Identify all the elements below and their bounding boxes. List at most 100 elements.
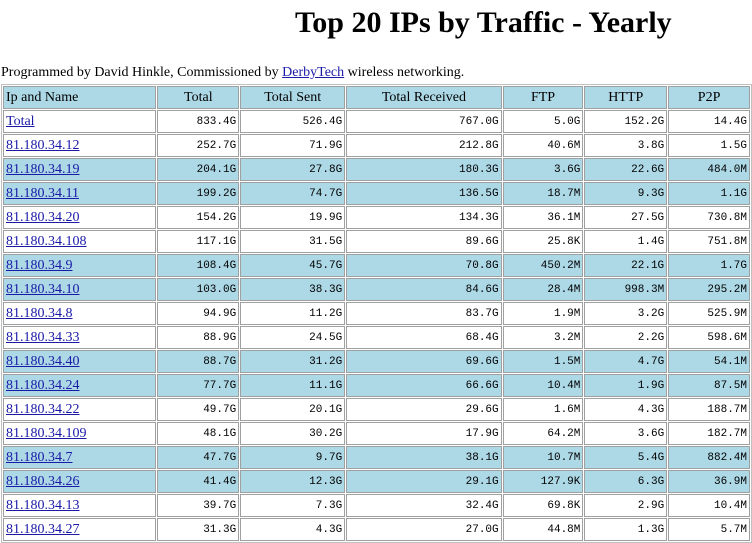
- p2p-cell: 598.6M: [668, 326, 750, 349]
- total-cell: 117.1G: [157, 230, 240, 253]
- received-cell: 180.3G: [346, 158, 502, 181]
- total-cell: 88.9G: [157, 326, 240, 349]
- total-cell: 252.7G: [157, 134, 240, 157]
- table-row: 81.180.34.33 88.9G 24.5G 68.4G 3.2M 2.2G 598.6…: [3, 326, 750, 349]
- derbytech-link[interactable]: DerbyTech: [282, 65, 345, 80]
- p2p-cell: 882.4M: [668, 446, 750, 469]
- ip-link[interactable]: 81.180.34.8: [6, 305, 73, 321]
- ftp-cell: 10.4M: [502, 374, 584, 397]
- received-cell: 136.5G: [346, 182, 502, 205]
- received-cell: 767.0G: [346, 110, 502, 133]
- ip-link[interactable]: 81.180.34.24: [6, 377, 80, 393]
- http-cell: 6.3G: [584, 470, 668, 493]
- ip-link[interactable]: 81.180.34.7: [6, 449, 73, 465]
- ip-link[interactable]: 81.180.34.109: [6, 425, 87, 441]
- ip-link[interactable]: 81.180.34.13: [6, 497, 80, 513]
- ip-link[interactable]: Total: [6, 113, 35, 129]
- ip-name-cell: 81.180.34.108: [3, 230, 157, 253]
- ip-name-cell: 81.180.34.9: [3, 254, 157, 277]
- http-cell: 998.3M: [584, 278, 668, 301]
- http-cell: 4.3G: [584, 398, 668, 421]
- http-cell: 22.1G: [584, 254, 668, 277]
- ftp-cell: 1.5M: [502, 350, 584, 373]
- sent-cell: 11.1G: [240, 374, 346, 397]
- ip-name-cell: 81.180.34.7: [3, 446, 157, 469]
- ftp-cell: 28.4M: [502, 278, 584, 301]
- table-header-row: Ip and Name Total Total Sent Total Recei…: [3, 86, 750, 109]
- received-cell: 89.6G: [346, 230, 502, 253]
- ip-name-cell: 81.180.34.13: [3, 494, 157, 517]
- table-row: 81.180.34.10 103.0G 38.3G 84.6G 28.4M 998.3M 2…: [3, 278, 750, 301]
- ftp-cell: 3.6G: [502, 158, 584, 181]
- total-cell: 103.0G: [157, 278, 240, 301]
- ip-link[interactable]: 81.180.34.108: [6, 233, 87, 249]
- sent-cell: 7.3G: [240, 494, 346, 517]
- received-cell: 29.1G: [346, 470, 502, 493]
- p2p-cell: 730.8M: [668, 206, 750, 229]
- table-row: 81.180.34.26 41.4G 12.3G 29.1G 127.9K 6.3G 36.…: [3, 470, 750, 493]
- http-cell: 2.2G: [584, 326, 668, 349]
- http-cell: 152.2G: [584, 110, 668, 133]
- table-row: 81.180.34.22 49.7G 20.1G 29.6G 1.6M 4.3G 188.7…: [3, 398, 750, 421]
- p2p-cell: 295.2M: [668, 278, 750, 301]
- ip-name-cell: 81.180.34.109: [3, 422, 157, 445]
- table-row: 81.180.34.20 154.2G 19.9G 134.3G 36.1M 27.5G 7…: [3, 206, 750, 229]
- ip-name-cell: 81.180.34.33: [3, 326, 157, 349]
- http-cell: 2.9G: [584, 494, 668, 517]
- ip-link[interactable]: 81.180.34.27: [6, 521, 80, 537]
- ip-link[interactable]: 81.180.34.26: [6, 473, 80, 489]
- table-body: Total 833.4G 526.4G 767.0G 5.0G 152.2G 14.4G 81…: [3, 110, 750, 541]
- sent-cell: 9.7G: [240, 446, 346, 469]
- received-cell: 27.0G: [346, 518, 502, 541]
- table-row: 81.180.34.109 48.1G 30.2G 17.9G 64.2M 3.6G 182…: [3, 422, 750, 445]
- http-cell: 4.7G: [584, 350, 668, 373]
- ftp-cell: 36.1M: [502, 206, 584, 229]
- sent-cell: 45.7G: [240, 254, 346, 277]
- sent-cell: 71.9G: [240, 134, 346, 157]
- received-cell: 38.1G: [346, 446, 502, 469]
- ftp-cell: 40.6M: [502, 134, 584, 157]
- received-cell: 17.9G: [346, 422, 502, 445]
- sent-cell: 4.3G: [240, 518, 346, 541]
- http-cell: 3.8G: [584, 134, 668, 157]
- ip-name-cell: 81.180.34.40: [3, 350, 157, 373]
- http-cell: 3.2G: [584, 302, 668, 325]
- http-cell: 27.5G: [584, 206, 668, 229]
- p2p-cell: 87.5M: [668, 374, 750, 397]
- ip-link[interactable]: 81.180.34.10: [6, 281, 80, 297]
- ftp-cell: 1.6M: [502, 398, 584, 421]
- ftp-cell: 44.8M: [502, 518, 584, 541]
- p2p-cell: 751.8M: [668, 230, 750, 253]
- ip-link[interactable]: 81.180.34.20: [6, 209, 80, 225]
- ftp-cell: 18.7M: [502, 182, 584, 205]
- total-cell: 88.7G: [157, 350, 240, 373]
- ip-link[interactable]: 81.180.34.12: [6, 137, 80, 153]
- received-cell: 68.4G: [346, 326, 502, 349]
- traffic-table: Ip and Name Total Total Sent Total Recei…: [1, 84, 752, 543]
- http-cell: 5.4G: [584, 446, 668, 469]
- ip-link[interactable]: 81.180.34.19: [6, 161, 80, 177]
- ip-link[interactable]: 81.180.34.9: [6, 257, 73, 273]
- ftp-cell: 64.2M: [502, 422, 584, 445]
- total-cell: 199.2G: [157, 182, 240, 205]
- sent-cell: 24.5G: [240, 326, 346, 349]
- p2p-cell: 188.7M: [668, 398, 750, 421]
- sent-cell: 74.7G: [240, 182, 346, 205]
- table-row: 81.180.34.11 199.2G 74.7G 136.5G 18.7M 9.3G 1.…: [3, 182, 750, 205]
- sent-cell: 31.2G: [240, 350, 346, 373]
- ip-link[interactable]: 81.180.34.11: [6, 185, 79, 201]
- http-cell: 1.4G: [584, 230, 668, 253]
- ip-link[interactable]: 81.180.34.40: [6, 353, 80, 369]
- ip-link[interactable]: 81.180.34.33: [6, 329, 80, 345]
- received-cell: 70.8G: [346, 254, 502, 277]
- ip-link[interactable]: 81.180.34.22: [6, 401, 80, 417]
- received-cell: 29.6G: [346, 398, 502, 421]
- ftp-cell: 3.2M: [502, 326, 584, 349]
- received-cell: 212.8G: [346, 134, 502, 157]
- p2p-cell: 484.0M: [668, 158, 750, 181]
- header-total-received: Total Received: [346, 86, 502, 109]
- p2p-cell: 10.4M: [668, 494, 750, 517]
- ip-name-cell: 81.180.34.12: [3, 134, 157, 157]
- received-cell: 32.4G: [346, 494, 502, 517]
- credits-prefix: Programmed by David Hinkle, Commissioned…: [1, 65, 283, 80]
